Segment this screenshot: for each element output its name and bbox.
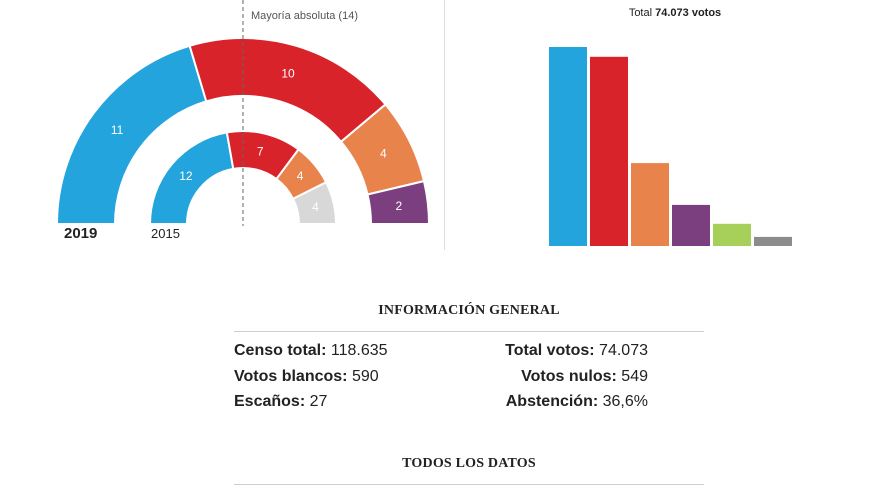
seat-label-inner-0: 12	[179, 169, 193, 183]
all-data-divider	[234, 484, 704, 485]
stat-nulos-value: 549	[616, 368, 648, 385]
stat-abstencion-value: 36,6%	[598, 393, 648, 410]
total-votes-value: 74.073 votos	[655, 7, 722, 19]
stat-blancos-value: 590	[347, 368, 379, 385]
seat-label-outer-0: 11	[111, 123, 124, 137]
vote-bar-0	[549, 47, 587, 246]
stat-escanos: Escaños: 27	[234, 393, 327, 411]
votes-bar-chart	[549, 47, 792, 246]
vote-bar-4	[713, 223, 751, 246]
vote-bar-2	[631, 163, 669, 246]
seats-hemicycle-chart: 11 10 4 2 12 7 4 4 Mayoría absoluta (14) 2019 2…	[55, 0, 431, 242]
stat-total-votos-label: Total votos:	[505, 342, 595, 359]
stat-total-votos-value: 74.073	[594, 342, 648, 359]
vote-bar-3	[672, 204, 710, 246]
seat-label-outer-2: 4	[380, 147, 387, 161]
stat-censo-label: Censo total:	[234, 342, 327, 359]
stat-abstencion-label: Abstención:	[505, 393, 599, 410]
majority-label: Mayoría absoluta (14)	[251, 10, 358, 22]
total-votes-caption: Total 74.073 votos	[560, 7, 790, 19]
seat-label-outer-1: 10	[281, 67, 295, 81]
stat-nulos-label: Votos nulos:	[521, 368, 617, 385]
seat-label-inner-3: 4	[312, 200, 319, 214]
year-2019-label: 2019	[64, 225, 97, 242]
seat-label-inner-2: 4	[297, 169, 304, 183]
chart-divider	[444, 0, 445, 250]
stat-escanos-label: Escaños:	[234, 393, 306, 410]
seat-label-outer-3: 2	[396, 199, 403, 213]
stat-escanos-value: 27	[305, 393, 328, 410]
stat-blancos-label: Votos blancos:	[234, 368, 348, 385]
stat-censo-value: 118.635	[326, 342, 388, 359]
stat-blancos: Votos blancos: 590	[234, 368, 379, 386]
vote-bar-1	[590, 56, 628, 246]
all-data-link[interactable]: TODOS LOS DATOS	[402, 456, 536, 471]
stat-total-votos: Total votos: 74.073	[470, 342, 648, 360]
stat-censo: Censo total: 118.635	[234, 342, 388, 360]
seat-segment-inner-3	[291, 180, 338, 225]
total-prefix: Total	[628, 7, 653, 19]
seat-label-inner-1: 7	[257, 145, 264, 159]
vote-bar-5	[754, 236, 792, 246]
stat-abstencion: Abstención: 36,6%	[470, 393, 648, 411]
seat-segment-outer-3	[366, 179, 431, 225]
seat-segment-outer-1	[188, 36, 387, 144]
year-2015-label: 2015	[151, 226, 180, 241]
info-general-title: INFORMACIÓN GENERAL	[378, 303, 560, 318]
info-divider	[234, 331, 704, 332]
stat-nulos: Votos nulos: 549	[470, 368, 648, 386]
